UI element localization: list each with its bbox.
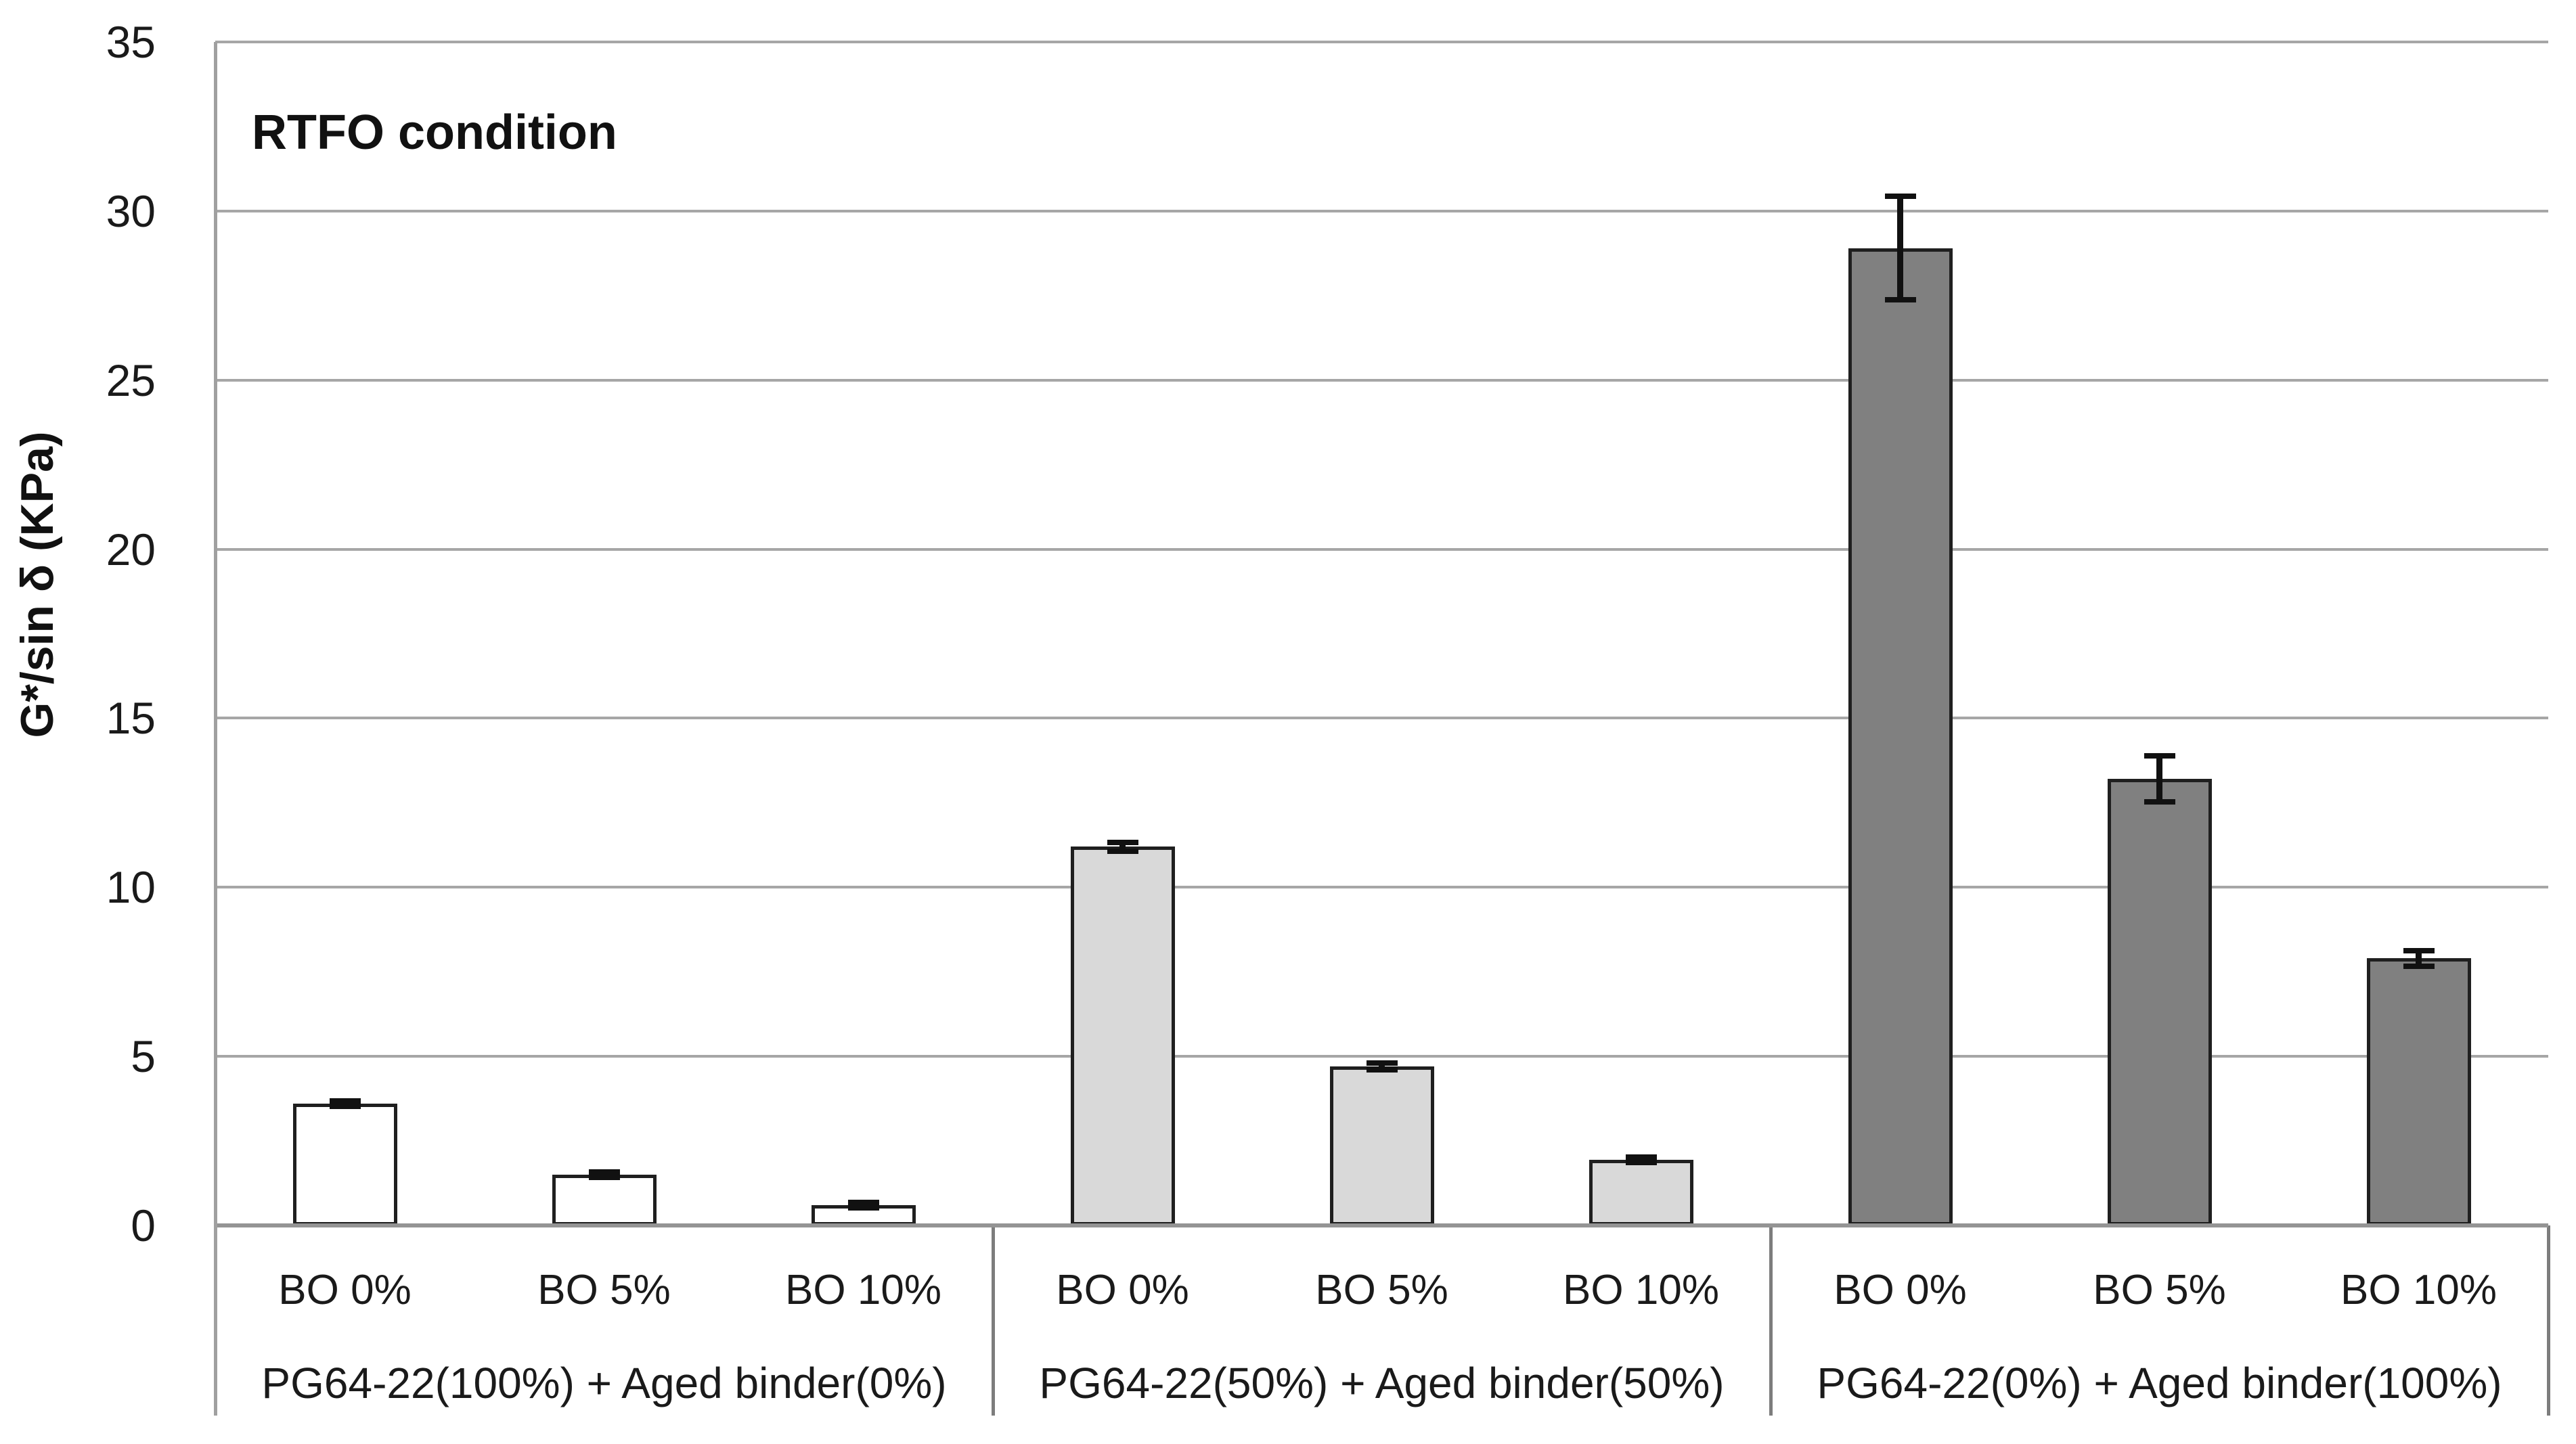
bar-bo-10%-group3 <box>2366 958 2471 1225</box>
bar-bo-5%-group1 <box>552 1175 657 1225</box>
category-label: BO 5% <box>537 1267 671 1313</box>
error-bar-cap-top <box>1884 194 1916 200</box>
bar-bo-0%-group2 <box>1070 847 1175 1225</box>
gridline-y-5 <box>215 1055 2548 1058</box>
error-bar-cap-top <box>1366 1060 1398 1066</box>
category-label: BO 0% <box>1056 1267 1189 1313</box>
category-label: BO 10% <box>1563 1267 1719 1313</box>
error-bar-cap-top <box>2144 753 2175 759</box>
error-bar-cap-bottom <box>1625 1159 1657 1165</box>
error-bar-whisker <box>2416 949 2422 967</box>
bar-bo-5%-group3 <box>2107 779 2212 1225</box>
error-bar-cap-bottom <box>2403 963 2435 969</box>
y-tick-label: 30 <box>106 185 156 236</box>
bar-bo-0%-group3 <box>1848 248 1953 1225</box>
error-bar-cap-bottom <box>2144 799 2175 805</box>
error-bar-whisker <box>1119 841 1126 852</box>
y-tick-label: 35 <box>106 17 156 67</box>
error-bar-whisker <box>1379 1062 1385 1071</box>
group-divider <box>992 1225 995 1416</box>
error-bar-cap-bottom <box>329 1104 361 1110</box>
group-divider <box>2547 1225 2550 1416</box>
category-label: BO 5% <box>1315 1267 1448 1313</box>
y-tick-label: 10 <box>106 862 156 913</box>
bar-bo-0%-group1 <box>292 1104 397 1225</box>
x-axis-line <box>215 1223 2548 1227</box>
gridline-y-35 <box>215 41 2548 43</box>
gridline-y-15 <box>215 717 2548 720</box>
error-bar-cap-top <box>329 1098 361 1104</box>
error-bar-cap-top <box>847 1200 879 1206</box>
chart-annotation: RTFO condition <box>252 106 617 160</box>
bar-bo-5%-group2 <box>1329 1066 1434 1225</box>
y-axis-title: G*/sin δ (KPa) <box>12 431 63 738</box>
y-tick-label: 20 <box>106 524 156 574</box>
error-bar-cap-top <box>2403 947 2435 953</box>
group-label: PG64-22(0%) + Aged binder(100%) <box>1817 1359 2502 1407</box>
error-bar-whisker <box>1897 196 1903 301</box>
error-bar-cap-bottom <box>588 1175 620 1181</box>
error-bar-cap-top <box>1625 1154 1657 1160</box>
y-axis-line <box>214 42 217 1416</box>
y-tick-label: 5 <box>131 1031 156 1082</box>
bar-bo-10%-group2 <box>1589 1159 1693 1225</box>
category-label: BO 0% <box>278 1267 412 1313</box>
error-bar-cap-bottom <box>847 1205 879 1211</box>
group-divider <box>1769 1225 1773 1416</box>
y-tick-label: 25 <box>106 355 156 405</box>
gridline-y-30 <box>215 209 2548 212</box>
error-bar-whisker <box>2156 755 2162 803</box>
group-label: PG64-22(50%) + Aged binder(50%) <box>1039 1359 1725 1407</box>
gridline-y-20 <box>215 547 2548 551</box>
gridline-y-10 <box>215 886 2548 889</box>
error-bar-cap-bottom <box>1884 297 1916 303</box>
y-tick-label: 15 <box>106 693 156 744</box>
error-bar-cap-bottom <box>1366 1067 1398 1073</box>
gridline-y-25 <box>215 378 2548 382</box>
error-bar-cap-bottom <box>1107 848 1138 854</box>
error-bar-cap-top <box>588 1169 620 1175</box>
category-label: BO 5% <box>2093 1267 2226 1313</box>
error-bar-cap-top <box>1107 839 1138 845</box>
category-label: BO 10% <box>2340 1267 2497 1313</box>
group-label: PG64-22(100%) + Aged binder(0%) <box>261 1359 947 1407</box>
category-label: BO 0% <box>1834 1267 1967 1313</box>
y-tick-label: 0 <box>131 1200 156 1250</box>
category-label: BO 10% <box>785 1267 941 1313</box>
